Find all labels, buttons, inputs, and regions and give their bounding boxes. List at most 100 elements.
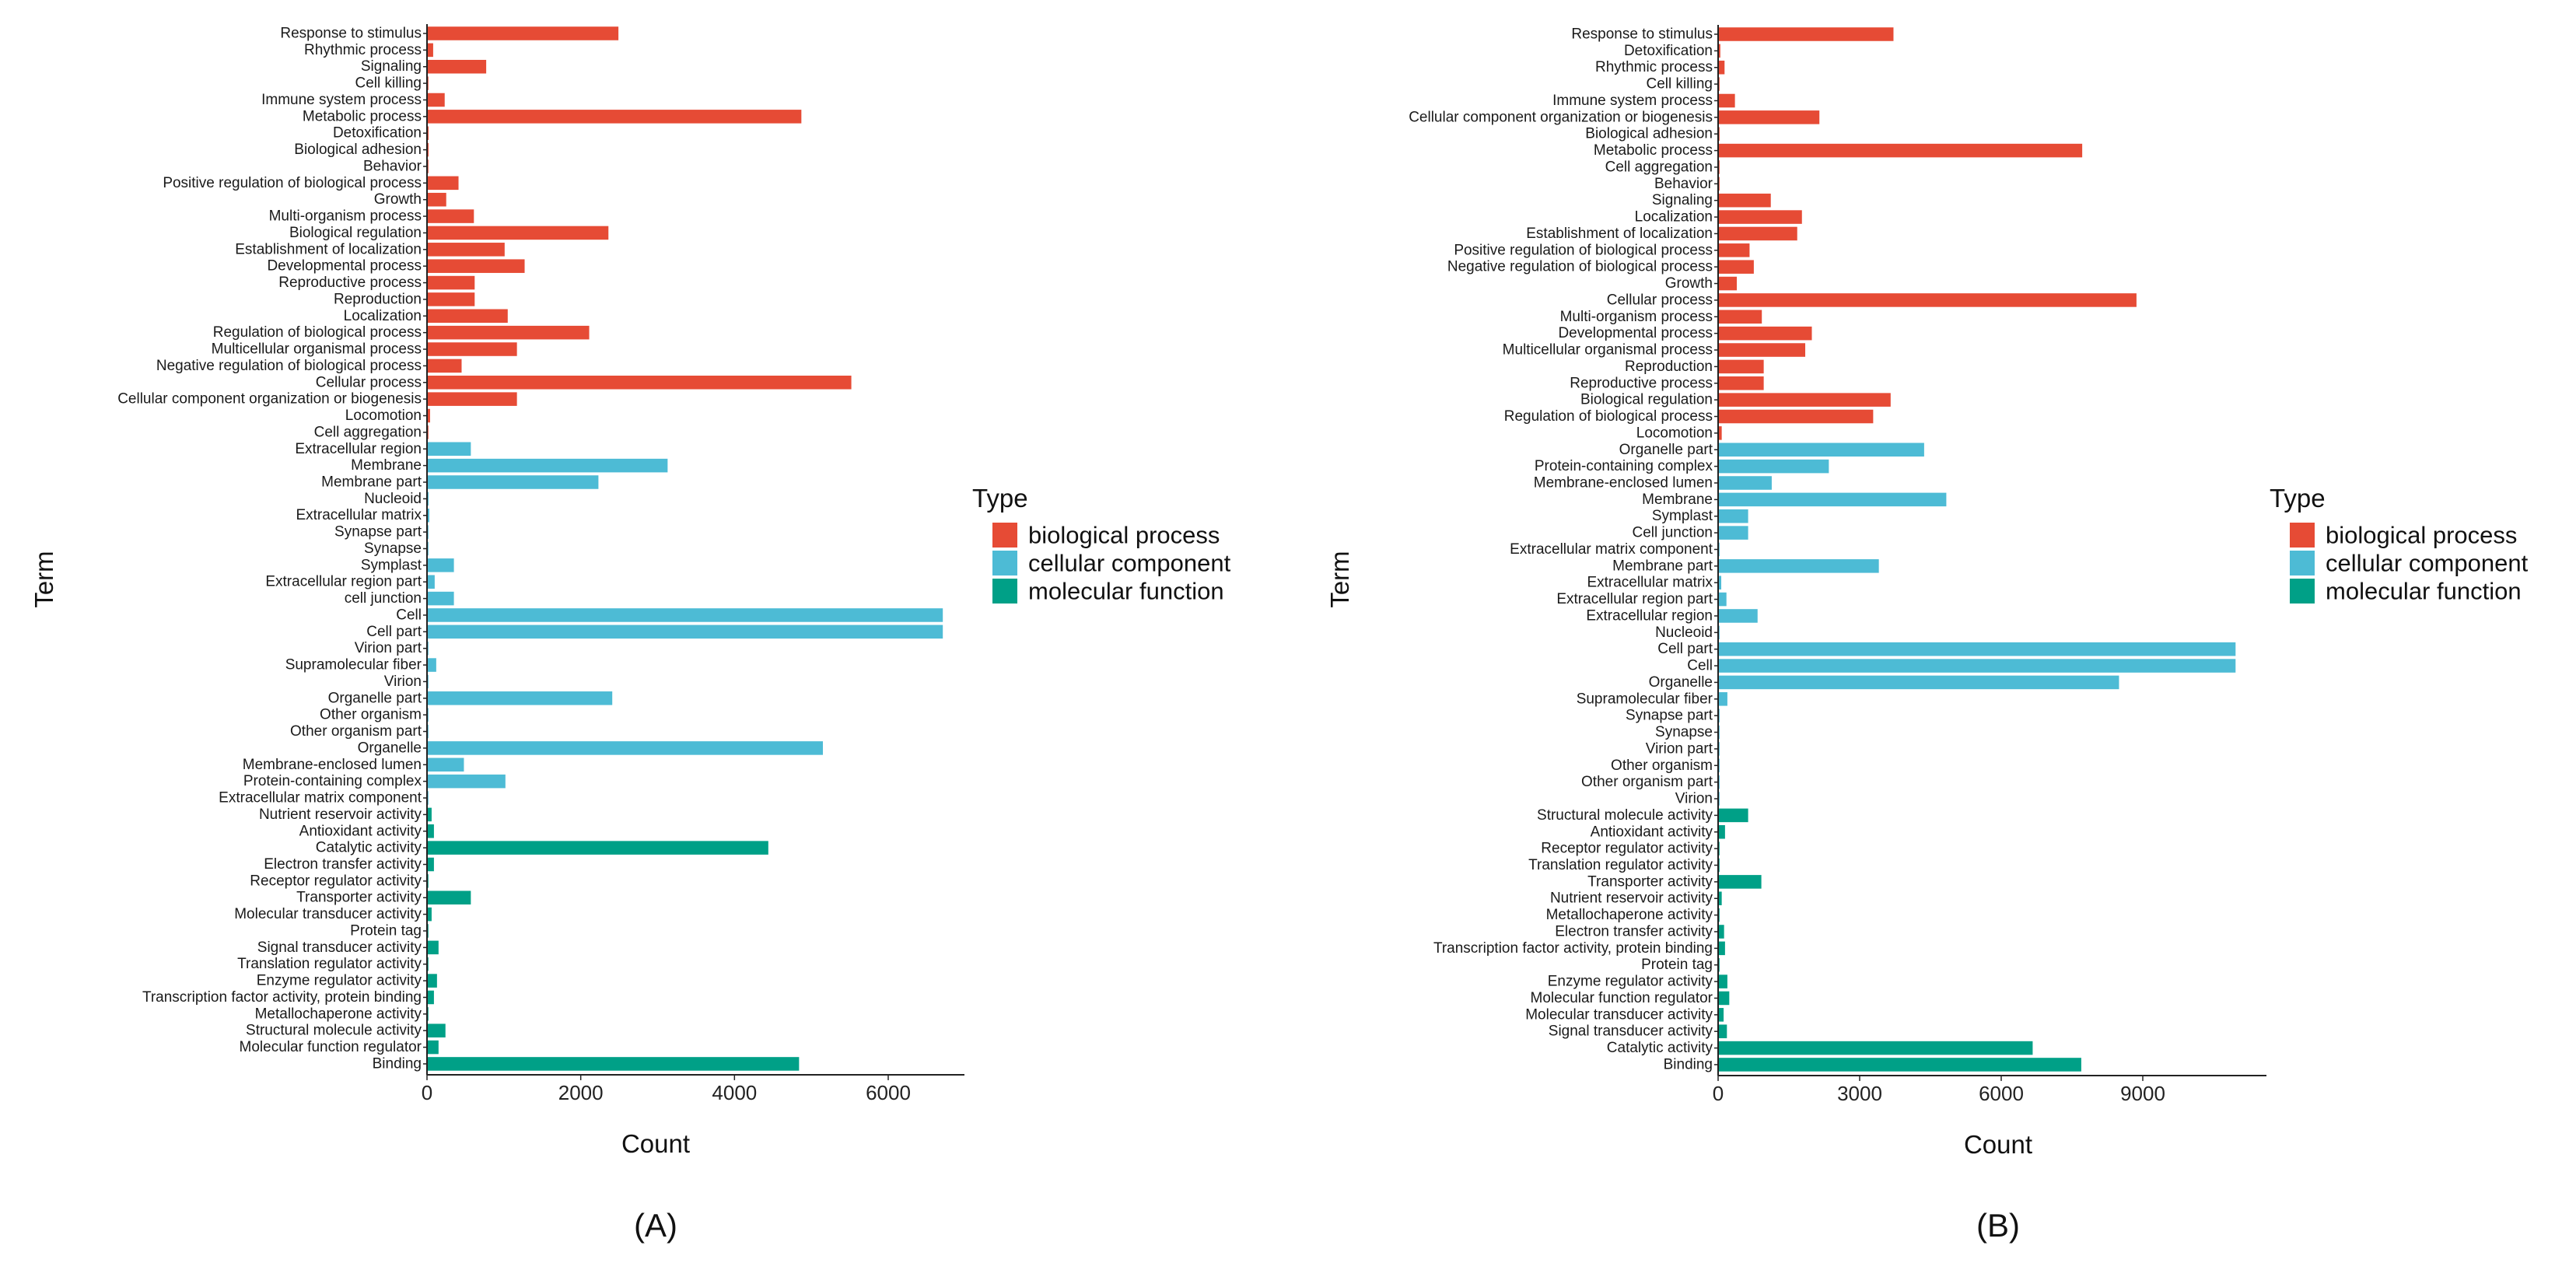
y-tick-label-b-6: Biological adhesion [1585, 126, 1713, 142]
bar-b-37 [1719, 642, 2236, 656]
y-tick-label-a-35: Cell [396, 607, 422, 623]
bar-b-29 [1719, 509, 1748, 523]
bar-a-49 [428, 841, 768, 855]
x-tick-label-a-0: 0 [422, 1081, 432, 1104]
bar-b-45 [1719, 775, 1720, 789]
y-tick-label-a-47: Nutrient reservoir activity [259, 806, 422, 823]
y-axis-title-b: Term [1325, 551, 1354, 607]
bar-b-44 [1719, 758, 1720, 773]
bar-b-14 [1719, 260, 1754, 274]
bar-b-11 [1719, 210, 1802, 224]
y-tick-label-a-62: Binding [373, 1055, 422, 1072]
y-tick-label-a-53: Molecular transducer activity [234, 906, 422, 922]
bar-a-13 [428, 243, 505, 257]
y-tick-label-a-1: Rhythmic process [304, 42, 422, 58]
y-tick-label-a-26: Membrane [351, 457, 422, 474]
y-tick-label-a-51: Receptor regulator activity [250, 873, 422, 889]
y-tick-label-b-14: Negative regulation of biological proces… [1447, 259, 1713, 275]
bar-b-0 [1719, 27, 1894, 41]
panel-label-a: (A) [634, 1207, 677, 1244]
legend-swatch-b-mf [2290, 579, 2315, 604]
y-tick-label-b-10: Signaling [1652, 192, 1713, 208]
y-tick-label-a-58: Transcription factor activity, protein b… [142, 989, 422, 1006]
y-tick-label-a-18: Regulation of biological process [213, 324, 422, 341]
y-tick-label-a-32: Symplast [361, 557, 422, 573]
bar-b-3 [1719, 77, 1720, 91]
bar-a-57 [428, 974, 437, 988]
bar-a-8 [428, 159, 429, 173]
bar-b-22 [1719, 393, 1891, 407]
x-tick-label-a-2: 4000 [712, 1081, 757, 1104]
y-axis-title-a: Term [30, 551, 58, 607]
y-tick-label-a-36: Cell part [366, 624, 422, 640]
bar-b-33 [1719, 576, 1722, 590]
y-tick-label-b-35: Extracellular region [1586, 607, 1713, 624]
y-tick-label-a-24: Cell aggregation [314, 424, 422, 440]
bar-a-2 [428, 59, 487, 74]
y-tick-label-b-28: Membrane [1642, 492, 1713, 508]
legend-title-b: Type [2270, 484, 2326, 513]
bar-b-9 [1719, 177, 1720, 191]
bar-b-4 [1719, 93, 1735, 108]
bar-a-54 [428, 924, 429, 938]
y-tick-label-b-52: Nutrient reservoir activity [1550, 890, 1713, 907]
bar-a-9 [428, 176, 459, 191]
bar-chart-b: Response to stimulusDetoxificationRhythm… [1325, 25, 2529, 1244]
bar-b-60 [1719, 1024, 1727, 1038]
bar-a-19 [428, 342, 517, 356]
y-tick-label-b-11: Localization [1635, 209, 1713, 226]
bar-a-39 [428, 674, 429, 689]
chart-panel-b: Response to stimulus Detoxification Rhythm… [1288, 0, 2576, 1266]
y-tick-label-b-15: Growth [1665, 275, 1713, 292]
bar-a-44 [428, 757, 464, 772]
bar-a-59 [428, 1007, 429, 1021]
y-tick-label-a-37: Virion part [355, 640, 422, 656]
legend-label-b-cc: cellular component [2326, 550, 2529, 577]
bar-b-54 [1719, 925, 1724, 939]
y-tick-label-a-16: Reproduction [334, 291, 422, 307]
y-tick-label-a-57: Enzyme regulator activity [257, 973, 422, 989]
y-tick-label-b-23: Regulation of biological process [1504, 408, 1713, 425]
y-tick-label-b-19: Multicellular organismal process [1503, 342, 1713, 359]
y-tick-label-a-59: Metallochaperone activity [255, 1006, 422, 1022]
y-tick-label-a-3: Cell killing [355, 75, 422, 92]
y-tick-label-b-7: Metabolic process [1594, 142, 1713, 159]
bar-b-13 [1719, 243, 1750, 257]
bar-b-2 [1719, 60, 1725, 75]
bar-b-58 [1719, 991, 1730, 1006]
y-tick-label-b-44: Other organism [1611, 757, 1713, 774]
bar-b-25 [1719, 443, 1924, 457]
bar-a-17 [428, 309, 508, 324]
bar-a-24 [428, 425, 429, 439]
legend-swatch-a-mf [992, 579, 1017, 604]
y-tick-label-b-33: Extracellular matrix [1587, 575, 1713, 591]
bar-b-24 [1719, 426, 1722, 440]
bar-b-19 [1719, 343, 1806, 357]
legend-swatch-a-bp [992, 523, 1017, 548]
y-tick-label-a-23: Locomotion [345, 408, 422, 424]
x-tick-label-b-3: 9000 [2120, 1082, 2165, 1105]
x-axis-title-a: Count [621, 1129, 690, 1158]
y-tick-label-b-22: Biological regulation [1580, 392, 1713, 408]
y-tick-label-a-52: Transporter activity [296, 890, 422, 906]
y-tick-label-b-4: Immune system process [1552, 93, 1713, 109]
bar-a-41 [428, 708, 429, 722]
bar-b-5 [1719, 110, 1820, 124]
y-tick-label-b-53: Metallochaperone activity [1546, 907, 1713, 923]
bar-b-50 [1719, 858, 1720, 873]
y-tick-label-b-42: Synapse [1655, 724, 1713, 740]
bar-b-27 [1719, 476, 1772, 490]
y-tick-label-b-54: Electron transfer activity [1555, 923, 1713, 939]
y-tick-label-b-50: Translation regulator activity [1528, 857, 1713, 873]
bar-b-15 [1719, 276, 1738, 291]
x-tick-label-a-3: 6000 [866, 1081, 911, 1104]
y-tick-label-b-26: Protein-containing complex [1535, 458, 1713, 474]
y-tick-label-b-18: Developmental process [1558, 325, 1713, 341]
y-tick-label-b-49: Receptor regulator activity [1541, 841, 1713, 857]
bar-b-51 [1719, 875, 1762, 889]
y-tick-label-b-48: Antioxidant activity [1591, 824, 1713, 840]
y-tick-label-a-33: Extracellular region part [265, 574, 422, 590]
y-tick-label-a-30: Synapse part [334, 524, 422, 541]
y-tick-label-a-27: Membrane part [321, 474, 422, 490]
bar-a-45 [428, 774, 506, 789]
